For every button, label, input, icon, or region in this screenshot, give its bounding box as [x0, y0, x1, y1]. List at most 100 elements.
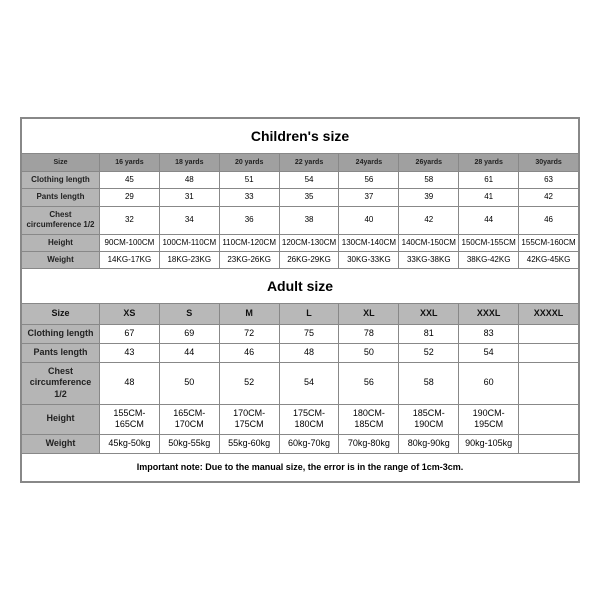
- cell: 46: [519, 206, 579, 234]
- cell: 48: [159, 171, 219, 188]
- table-row: Weight 14KG-17KG 18KG-23KG 23KG-26KG 26K…: [22, 251, 579, 268]
- children-col-3: 22 yards: [279, 153, 339, 171]
- cell: 58: [399, 362, 459, 404]
- cell: 80kg-90kg: [399, 434, 459, 453]
- cell: 34: [159, 206, 219, 234]
- children-title-row: Children's size: [22, 118, 579, 153]
- cell: 58: [399, 171, 459, 188]
- cell: 42: [519, 189, 579, 206]
- cell: 41: [459, 189, 519, 206]
- adult-size-label: Size: [22, 304, 100, 325]
- cell: 37: [339, 189, 399, 206]
- cell: 61: [459, 171, 519, 188]
- cell: [519, 325, 579, 344]
- cell: 165CM-170CM: [159, 404, 219, 434]
- cell: 44: [459, 206, 519, 234]
- cell: 52: [219, 362, 279, 404]
- cell: 170CM-175CM: [219, 404, 279, 434]
- cell: 56: [339, 362, 399, 404]
- cell: 31: [159, 189, 219, 206]
- size-chart-table: Children's size Size 16 yards 18 yards 2…: [21, 118, 579, 483]
- cell: 63: [519, 171, 579, 188]
- cell: 185CM-190CM: [399, 404, 459, 434]
- cell: [519, 404, 579, 434]
- cell: 33KG-38KG: [399, 251, 459, 268]
- cell: 35: [279, 189, 339, 206]
- row-label: Clothing length: [22, 171, 100, 188]
- adult-col-7: XXXXL: [519, 304, 579, 325]
- cell: 39: [399, 189, 459, 206]
- cell: 44: [159, 343, 219, 362]
- cell: 54: [279, 171, 339, 188]
- adult-col-3: L: [279, 304, 339, 325]
- cell: 36: [219, 206, 279, 234]
- row-label: Chest circumference 1/2: [22, 206, 100, 234]
- children-col-0: 16 yards: [99, 153, 159, 171]
- adult-col-6: XXXL: [459, 304, 519, 325]
- table-row: Pants length 43 44 46 48 50 52 54: [22, 343, 579, 362]
- cell: 33: [219, 189, 279, 206]
- cell: 100CM-110CM: [159, 234, 219, 251]
- cell: [519, 362, 579, 404]
- cell: 26KG-29KG: [279, 251, 339, 268]
- cell: 42KG-45KG: [519, 251, 579, 268]
- cell: 48: [99, 362, 159, 404]
- note-row: Important note: Due to the manual size, …: [22, 453, 579, 482]
- cell: 90kg-105kg: [459, 434, 519, 453]
- adult-col-5: XXL: [399, 304, 459, 325]
- cell: [519, 343, 579, 362]
- children-col-1: 18 yards: [159, 153, 219, 171]
- cell: 43: [99, 343, 159, 362]
- cell: 32: [99, 206, 159, 234]
- cell: 51: [219, 171, 279, 188]
- important-note: Important note: Due to the manual size, …: [22, 453, 579, 482]
- cell: 70kg-80kg: [339, 434, 399, 453]
- cell: 75: [279, 325, 339, 344]
- children-header-row: Size 16 yards 18 yards 20 yards 22 yards…: [22, 153, 579, 171]
- cell: 50: [339, 343, 399, 362]
- row-label: Clothing length: [22, 325, 100, 344]
- cell: 50: [159, 362, 219, 404]
- cell: 130CM-140CM: [339, 234, 399, 251]
- cell: 190CM-195CM: [459, 404, 519, 434]
- children-col-6: 28 yards: [459, 153, 519, 171]
- row-label: Height: [22, 234, 100, 251]
- cell: 78: [339, 325, 399, 344]
- cell: 18KG-23KG: [159, 251, 219, 268]
- adult-title-row: Adult size: [22, 269, 579, 304]
- cell: 72: [219, 325, 279, 344]
- adult-col-2: M: [219, 304, 279, 325]
- cell: 42: [399, 206, 459, 234]
- cell: [519, 434, 579, 453]
- children-col-7: 30yards: [519, 153, 579, 171]
- children-col-2: 20 yards: [219, 153, 279, 171]
- cell: 30KG-33KG: [339, 251, 399, 268]
- row-label: Pants length: [22, 189, 100, 206]
- cell: 140CM-150CM: [399, 234, 459, 251]
- cell: 60: [459, 362, 519, 404]
- cell: 46: [219, 343, 279, 362]
- table-row: Clothing length 67 69 72 75 78 81 83: [22, 325, 579, 344]
- cell: 54: [279, 362, 339, 404]
- cell: 155CM-165CM: [99, 404, 159, 434]
- cell: 38KG-42KG: [459, 251, 519, 268]
- cell: 29: [99, 189, 159, 206]
- adult-col-0: XS: [99, 304, 159, 325]
- cell: 120CM-130CM: [279, 234, 339, 251]
- cell: 48: [279, 343, 339, 362]
- adult-title: Adult size: [22, 269, 579, 304]
- row-label: Weight: [22, 251, 100, 268]
- cell: 60kg-70kg: [279, 434, 339, 453]
- cell: 52: [399, 343, 459, 362]
- adult-col-4: XL: [339, 304, 399, 325]
- cell: 155CM-160CM: [519, 234, 579, 251]
- children-size-label: Size: [22, 153, 100, 171]
- children-title: Children's size: [22, 118, 579, 153]
- cell: 83: [459, 325, 519, 344]
- row-label: Height: [22, 404, 100, 434]
- cell: 81: [399, 325, 459, 344]
- table-row: Chest circumference 1/2 32 34 36 38 40 4…: [22, 206, 579, 234]
- cell: 90CM-100CM: [99, 234, 159, 251]
- cell: 14KG-17KG: [99, 251, 159, 268]
- table-row: Clothing length 45 48 51 54 56 58 61 63: [22, 171, 579, 188]
